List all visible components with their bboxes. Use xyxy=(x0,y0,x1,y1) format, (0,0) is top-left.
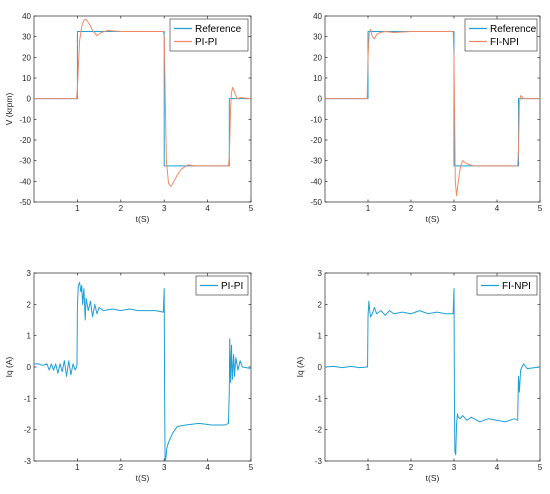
legend-entry: PI-PI xyxy=(195,37,217,48)
y-axis-label: V (krpm) xyxy=(4,93,14,126)
y-tick-label: 40 xyxy=(22,12,31,21)
chart-1: 1 2 3 4 5 -50 -40 -30 -20 -10 0 10 20 30 40 t(S) V (krpm… xyxy=(4,12,254,224)
y-tick-label: 3 xyxy=(318,269,323,278)
plot-area xyxy=(324,272,541,462)
x-tick-label: 4 xyxy=(205,204,210,213)
y-tick-label: -20 xyxy=(19,136,31,145)
y-tick-label: -3 xyxy=(24,457,32,466)
legend-entry: PI-PI xyxy=(221,281,243,292)
y-tick-label: -10 xyxy=(19,115,31,124)
y-tick-label: 20 xyxy=(313,53,322,62)
y-tick-label: 0 xyxy=(318,363,323,372)
data-area xyxy=(34,18,251,187)
y-tick-label: -50 xyxy=(310,198,322,207)
x-tick-label: 2 xyxy=(119,463,124,472)
x-tick-label: 4 xyxy=(495,204,500,213)
x-axis-label: t(S) xyxy=(426,473,440,483)
series-line-fi-npi xyxy=(325,288,540,456)
y-tick-label: -20 xyxy=(310,136,322,145)
x-tick-label: 4 xyxy=(495,463,500,472)
x-axis-label: t(S) xyxy=(136,473,150,483)
y-tick-label: 1 xyxy=(27,332,32,341)
y-tick-label: 2 xyxy=(27,300,32,309)
y-tick-label: -30 xyxy=(310,157,322,166)
chart-3: 1 2 3 4 5 -3 -2 -1 0 1 2 3 t(S) Iq (A) PI-PI xyxy=(4,269,254,483)
x-tick-label: 5 xyxy=(538,204,543,213)
legend: FI-NPI xyxy=(476,275,538,296)
x-tick-label: 4 xyxy=(205,463,210,472)
x-tick-label: 3 xyxy=(162,204,167,213)
y-tick-label: 10 xyxy=(313,74,322,83)
x-tick-label: 5 xyxy=(249,463,254,472)
y-axis-label: Iq (A) xyxy=(4,356,14,377)
x-axis-label: t(S) xyxy=(136,214,150,224)
legend-box xyxy=(476,275,538,296)
x-tick-label: 5 xyxy=(538,463,543,472)
x-tick-label: 3 xyxy=(452,463,457,472)
y-tick-label: -30 xyxy=(19,157,31,166)
y-tick-label: -40 xyxy=(19,177,31,186)
legend-entry: Reference xyxy=(490,24,537,35)
legend-entry: FI-NPI xyxy=(502,281,531,292)
y-tick-label: -40 xyxy=(310,177,322,186)
x-tick-label: 2 xyxy=(409,204,414,213)
y-axis-label: Iq (A) xyxy=(295,356,305,377)
series-line-pi-pi xyxy=(34,281,251,461)
legend-box xyxy=(464,18,538,52)
data-area xyxy=(34,281,251,461)
legend-entry: Reference xyxy=(195,24,242,35)
chart-2: 1 2 3 4 5 -50 -40 -30 -20 -10 0 10 20 30 40 t(S) Referen… xyxy=(310,12,542,224)
y-tick-label: -3 xyxy=(315,457,323,466)
legend-box xyxy=(195,275,249,296)
x-tick-label: 3 xyxy=(162,463,167,472)
y-tick-label: -1 xyxy=(315,394,323,403)
x-tick-label: 5 xyxy=(249,204,254,213)
series-line-fi-npi xyxy=(325,28,540,197)
legend-box xyxy=(169,18,249,52)
legend-entry: FI-NPI xyxy=(490,37,519,48)
series-line-pi-pi xyxy=(34,18,251,187)
plot-area xyxy=(33,272,252,462)
y-tick-label: -50 xyxy=(19,198,31,207)
y-tick-label: -2 xyxy=(315,426,323,435)
y-tick-label: 20 xyxy=(22,53,31,62)
y-tick-label: 10 xyxy=(22,74,31,83)
y-tick-label: 0 xyxy=(27,363,32,372)
y-tick-label: 30 xyxy=(22,33,31,42)
x-tick-label: 1 xyxy=(366,204,371,213)
x-tick-label: 2 xyxy=(409,463,414,472)
y-tick-label: 3 xyxy=(27,269,32,278)
legend: Reference FI-NPI xyxy=(464,18,538,52)
y-tick-label: -10 xyxy=(310,115,322,124)
x-tick-label: 1 xyxy=(75,204,80,213)
x-tick-label: 3 xyxy=(452,204,457,213)
x-tick-label: 1 xyxy=(75,463,80,472)
x-tick-label: 1 xyxy=(366,463,371,472)
x-tick-label: 2 xyxy=(119,204,124,213)
y-tick-label: 1 xyxy=(318,332,323,341)
y-tick-label: 0 xyxy=(318,95,323,104)
legend: PI-PI xyxy=(195,275,249,296)
y-tick-label: 2 xyxy=(318,300,323,309)
legend: Reference PI-PI xyxy=(169,18,249,52)
y-tick-label: -2 xyxy=(24,426,32,435)
y-tick-label: 40 xyxy=(313,12,322,21)
y-tick-label: 30 xyxy=(313,33,322,42)
chart-4: 1 2 3 4 5 -3 -2 -1 0 1 2 3 t(S) Iq (A) FI-NPI xyxy=(295,269,543,483)
x-axis-label: t(S) xyxy=(426,214,440,224)
y-tick-label: -1 xyxy=(24,394,32,403)
y-tick-label: 0 xyxy=(27,95,32,104)
data-area xyxy=(325,288,540,456)
data-area xyxy=(325,28,540,197)
